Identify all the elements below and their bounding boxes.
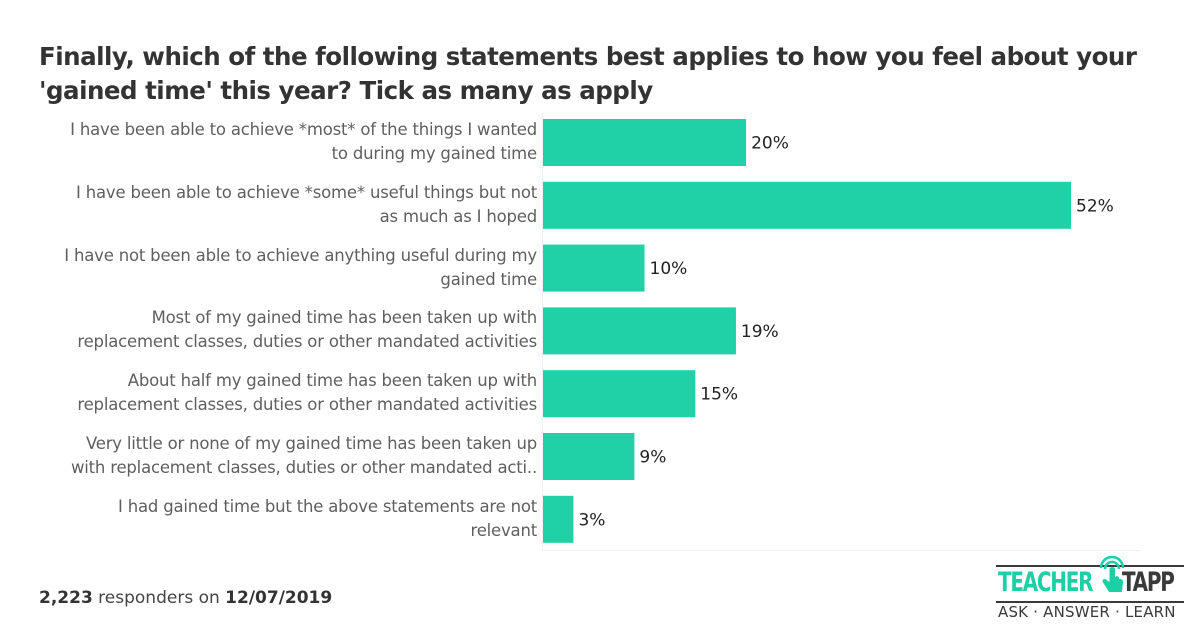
logo-rule [996,565,1184,603]
logo-word-tapp: TAPP [1122,567,1175,598]
category-label-6: Very little or none of my gained time ha… [20,432,537,480]
data-label-2: 52% [1076,196,1114,216]
responders-text: responders on [92,588,226,608]
logo-word-teacher: TEACHER [998,567,1093,598]
category-label-line: with replacement classes, duties or othe… [70,458,537,477]
tap-hand-icon [1094,556,1130,592]
chart-title-line-2: 'gained time' this year? Tick as many as… [39,76,653,105]
category-label-line: relevant [470,520,537,540]
footer-responders: 2,223 responders on 12/07/2019 [39,588,332,608]
teacher-tapp-logo: TEACHER TAPP ASK · ANSWER · LEARN [996,556,1184,626]
category-label-line: I have been able to achieve *most* of th… [70,120,537,139]
category-label-line: to during my gained time [331,144,538,163]
bar-5 [543,370,696,418]
category-label-2: I have been able to achieve *some* usefu… [20,181,537,229]
survey-date: 12/07/2019 [225,588,333,608]
bar-4 [543,307,736,355]
category-label-5: About half my gained time has been taken… [20,369,537,417]
category-label-line: About half my gained time has been taken… [127,371,537,391]
category-label-line: I have not been able to achieve anything… [64,245,537,265]
data-label-4: 19% [741,322,779,342]
category-label-line: replacement classes, duties or other man… [77,332,537,352]
responders-count: 2,223 [39,588,93,608]
logo-tagline: ASK · ANSWER · LEARN [998,603,1176,621]
bar-1 [543,119,747,166]
category-label-line: I have been able to achieve *some* usefu… [76,182,537,202]
category-label-line: as much as I hoped [379,206,538,226]
category-label-4: Most of my gained time has been taken up… [20,306,537,354]
category-label-line: Most of my gained time has been taken up… [151,308,538,328]
category-label-line: I had gained time but the above statemen… [118,496,537,516]
data-label-7: 3% [578,510,605,530]
chart-title-line-1: Finally, which of the following statemen… [39,42,1137,71]
category-label-line: Very little or none of my gained time ha… [85,434,537,453]
data-label-6: 9% [639,448,666,468]
bar-6 [543,433,635,480]
data-label-1: 20% [751,134,789,154]
chart-title: Finally, which of the following statemen… [39,40,1139,108]
bars-group: 20% 52% 10% 19% 15% 9% 3% [543,119,1114,543]
category-label-3: I have not been able to achieve anything… [20,244,537,292]
category-label-1: I have been able to achieve *most* of th… [20,118,537,166]
data-label-3: 10% [650,259,688,279]
bar-7 [543,495,574,543]
category-label-7: I had gained time but the above statemen… [20,495,537,543]
data-label-5: 15% [700,385,738,405]
category-label-line: replacement classes, duties or other man… [77,395,537,415]
bar-3 [543,244,645,292]
bar-2 [543,181,1071,229]
category-label-line: gained time [440,269,537,289]
